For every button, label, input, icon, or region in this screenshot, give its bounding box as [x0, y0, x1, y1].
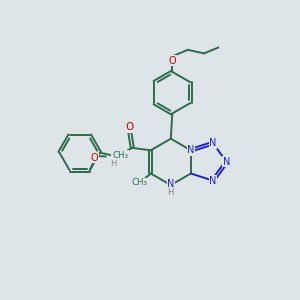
Text: O: O	[126, 122, 134, 132]
Text: N: N	[187, 145, 195, 155]
Text: N: N	[167, 179, 175, 190]
Text: H: H	[168, 188, 174, 197]
Text: O: O	[91, 153, 98, 163]
Text: N: N	[209, 138, 217, 148]
Text: O: O	[169, 56, 176, 66]
Text: N: N	[209, 176, 217, 186]
Text: CH₃: CH₃	[131, 178, 147, 188]
Text: N: N	[223, 157, 230, 167]
Text: H: H	[110, 159, 117, 168]
Text: CH₃: CH₃	[112, 151, 128, 160]
Text: N: N	[111, 150, 118, 160]
